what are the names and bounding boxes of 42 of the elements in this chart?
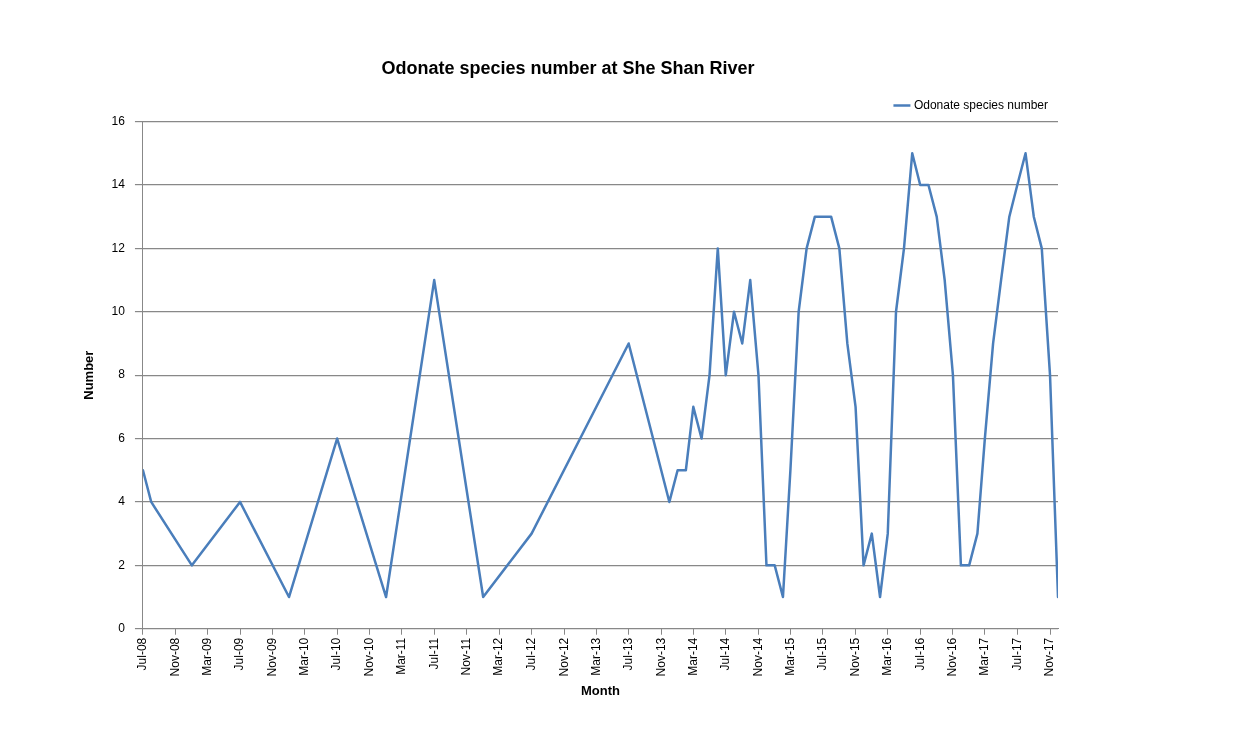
x-tick-label: Mar-13 <box>588 637 603 676</box>
x-tick-label: Jul-17 <box>1009 637 1024 671</box>
y-axis-title: Number <box>81 350 97 400</box>
x-tick-label: Jul-09 <box>232 637 247 671</box>
y-tick-label: 14 <box>111 177 126 192</box>
x-tick-label: Nov-08 <box>167 637 182 677</box>
chart-title: Odonate species number at She Shan River <box>381 57 755 78</box>
x-tick-label: Jul-15 <box>815 637 830 671</box>
x-tick-label: Nov-14 <box>750 637 765 677</box>
x-tick-label: Mar-10 <box>296 637 311 676</box>
x-tick-label: Nov-11 <box>459 637 474 676</box>
x-tick-label: Nov-15 <box>847 637 862 677</box>
x-tick-label: Mar-11 <box>394 637 409 675</box>
x-tick-label: Nov-10 <box>362 637 377 677</box>
x-axis-title: Month <box>580 682 621 698</box>
x-tick-label: Mar-17 <box>977 637 992 676</box>
x-tick-label: Mar-15 <box>782 637 797 676</box>
y-tick-label: 4 <box>118 494 126 509</box>
x-tick-label: Mar-16 <box>880 637 895 676</box>
x-tick-label: Jul-08 <box>135 637 150 671</box>
x-tick-label: Nov-09 <box>265 637 280 677</box>
x-tick-label: Nov-16 <box>945 637 960 677</box>
x-tick-label: Mar-09 <box>199 637 214 676</box>
y-tick-label: 12 <box>111 240 126 255</box>
legend-label: Odonate species number <box>913 97 1049 112</box>
x-tick-label: Jul-13 <box>620 637 635 671</box>
x-tick-label: Jul-16 <box>912 637 927 671</box>
x-tick-label: Nov-13 <box>653 637 668 677</box>
x-tick-label: Nov-12 <box>556 637 571 677</box>
x-tick-label: Jul-11 <box>426 637 441 670</box>
y-tick-label: 0 <box>118 621 126 636</box>
y-tick-label: 16 <box>111 113 126 128</box>
x-tick-label: Nov-17 <box>1042 637 1057 677</box>
y-tick-label: 10 <box>111 304 126 319</box>
x-tick-label: Mar-14 <box>685 637 700 676</box>
x-tick-label: Jul-10 <box>329 637 344 671</box>
y-tick-label: 6 <box>118 430 126 445</box>
y-tick-label: 2 <box>118 557 126 572</box>
x-tick-label: Jul-12 <box>523 637 538 671</box>
x-tick-label: Jul-14 <box>718 637 733 671</box>
y-tick-label: 8 <box>118 367 126 382</box>
x-tick-label: Mar-12 <box>491 637 506 676</box>
